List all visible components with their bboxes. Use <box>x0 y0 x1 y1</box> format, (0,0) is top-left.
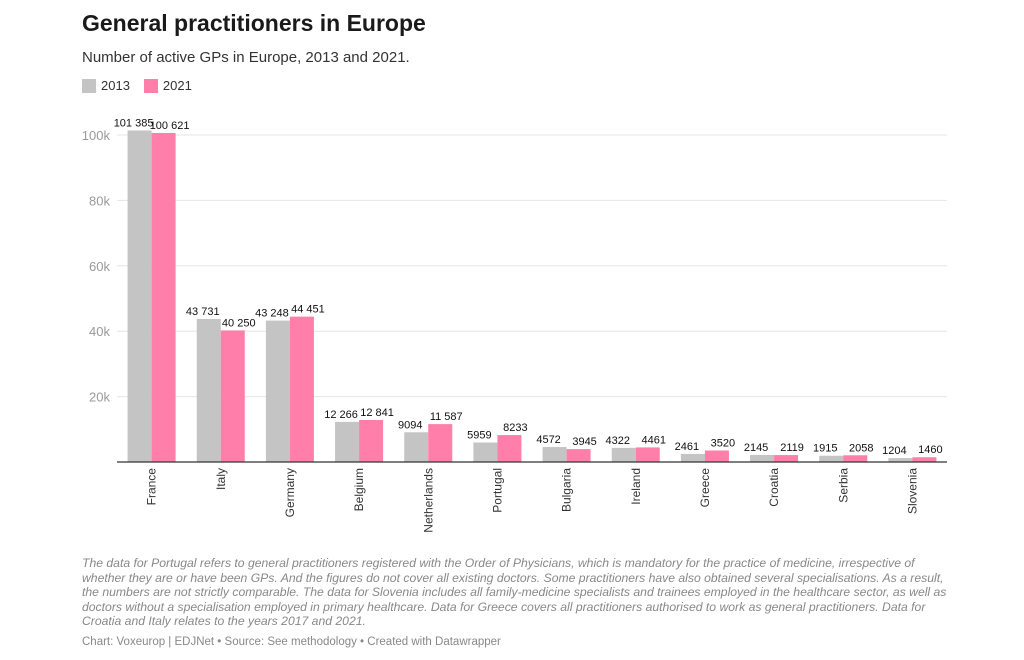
legend-label-2013: 2013 <box>101 78 130 93</box>
x-tick-label: France <box>145 468 159 506</box>
x-tick-label: Ireland <box>629 468 643 505</box>
bar-2013-greece <box>680 453 705 462</box>
chart-notes: The data for Portugal refers to general … <box>82 556 947 629</box>
data-label: 3945 <box>572 436 596 448</box>
data-label: 4461 <box>642 434 666 446</box>
bar-2021-bulgaria <box>566 449 591 462</box>
chart-subtitle: Number of active GPs in Europe, 2013 and… <box>82 49 410 66</box>
bar-2021-serbia <box>843 455 868 462</box>
data-label: 4322 <box>606 435 630 447</box>
y-tick-label: 20k <box>89 390 110 405</box>
data-label: 2119 <box>780 442 804 454</box>
data-label: 8233 <box>503 422 527 434</box>
bar-2013-slovenia <box>888 458 913 462</box>
x-tick-label: Netherlands <box>421 468 435 533</box>
x-tick-label: Bulgaria <box>560 468 574 512</box>
bar-2021-germany <box>289 316 314 462</box>
bar-2021-slovenia <box>912 457 937 462</box>
bar-2013-france <box>127 130 152 462</box>
data-label: 40 250 <box>222 317 256 329</box>
data-label: 101 385 <box>114 117 154 129</box>
x-tick-label: Croatia <box>767 468 781 507</box>
data-label: 4572 <box>536 434 560 446</box>
bar-2013-serbia <box>819 455 844 462</box>
data-label: 1460 <box>918 444 942 456</box>
data-label: 3520 <box>711 437 735 449</box>
x-tick-label: Belgium <box>352 468 366 511</box>
bar-2021-ireland <box>635 447 660 462</box>
bar-2021-greece <box>704 450 729 462</box>
legend-item-2021: 2021 <box>143 78 192 93</box>
legend-swatch-2021 <box>143 78 158 93</box>
data-label: 1204 <box>882 445 906 457</box>
bar-2013-belgium <box>335 421 360 462</box>
bar-2021-netherlands <box>428 424 453 462</box>
legend: 2013 2021 <box>82 78 206 93</box>
x-tick-label: Greece <box>698 468 712 508</box>
data-label: 43 731 <box>186 306 220 318</box>
x-tick-label: Germany <box>283 468 297 517</box>
data-label: 9094 <box>398 419 422 431</box>
bar-2013-ireland <box>611 447 636 462</box>
legend-item-2013: 2013 <box>82 78 130 93</box>
legend-label-2021: 2021 <box>162 78 192 93</box>
bar-2013-italy <box>196 318 221 462</box>
data-label: 1915 <box>813 443 837 455</box>
data-label: 5959 <box>467 430 491 442</box>
data-label: 44 451 <box>291 304 325 316</box>
y-tick-label: 60k <box>89 259 110 274</box>
bar-2021-france <box>151 132 176 462</box>
x-tick-label: Italy <box>214 468 228 490</box>
data-label: 43 248 <box>255 308 289 320</box>
data-label: 12 841 <box>360 407 394 419</box>
data-label: 2058 <box>849 442 873 454</box>
y-tick-label: 100k <box>82 128 111 143</box>
data-label: 11 587 <box>430 411 463 423</box>
bar-2021-croatia <box>774 455 799 462</box>
data-label: 2461 <box>675 441 699 453</box>
data-label: 100 621 <box>150 120 190 132</box>
legend-swatch-2013 <box>82 78 96 93</box>
data-label: 12 266 <box>324 409 358 421</box>
bar-2013-croatia <box>750 454 775 462</box>
y-tick-label: 80k <box>89 193 110 208</box>
bar-2013-portugal <box>473 442 498 462</box>
bar-2021-belgium <box>359 420 384 462</box>
bar-2013-germany <box>265 320 290 462</box>
x-tick-label: Serbia <box>836 468 850 503</box>
y-tick-label: 40k <box>89 324 110 339</box>
data-label: 2145 <box>744 442 768 454</box>
x-tick-label: Slovenia <box>905 468 919 514</box>
chart-footer: Chart: Voxeurop | EDJNet • Source: See m… <box>82 636 501 648</box>
bar-2021-portugal <box>497 435 522 462</box>
bar-2021-italy <box>220 330 245 462</box>
bar-2013-bulgaria <box>542 447 567 462</box>
x-tick-label: Portugal <box>490 468 504 513</box>
chart-title: General practitioners in Europe <box>82 10 426 36</box>
bar-2013-netherlands <box>404 432 429 462</box>
